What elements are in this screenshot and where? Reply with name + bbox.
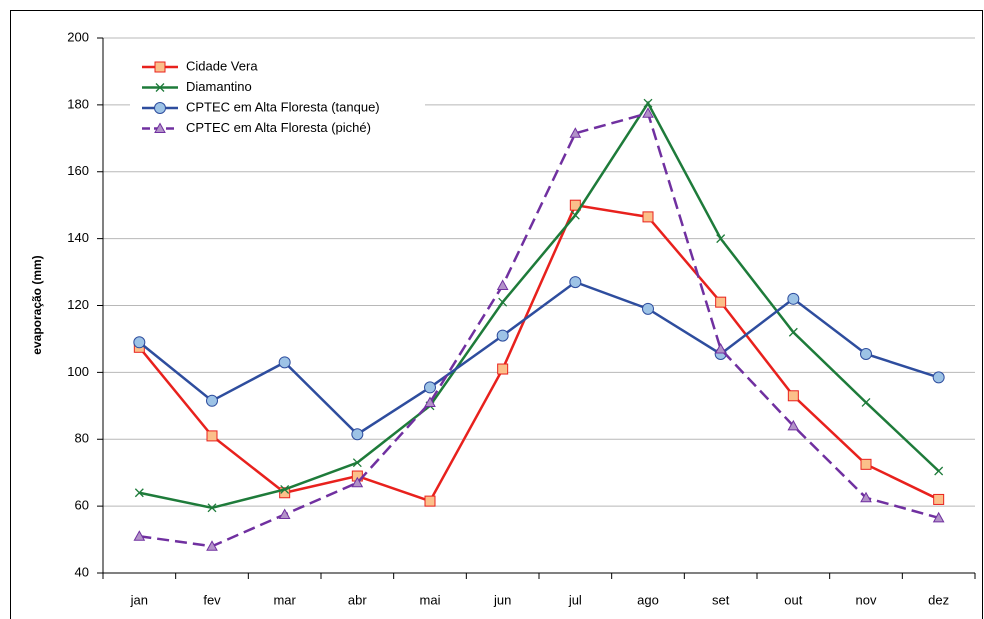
y-tick-label: 160 (67, 163, 89, 178)
marker (569, 127, 582, 138)
series-line (138, 203, 940, 503)
marker (788, 327, 798, 337)
y-tick-label: 100 (67, 364, 89, 379)
marker (352, 458, 362, 468)
marker (351, 476, 364, 488)
marker (932, 371, 945, 384)
x-tick-label: fev (203, 592, 221, 607)
marker (206, 430, 218, 442)
marker (154, 102, 166, 114)
marker (787, 292, 800, 305)
x-tick-label: nov (856, 592, 877, 607)
marker (278, 356, 291, 369)
marker (642, 211, 654, 223)
marker (278, 508, 291, 519)
marker (206, 540, 218, 551)
marker (206, 394, 218, 407)
marker (154, 122, 166, 133)
marker (716, 234, 726, 244)
marker (424, 495, 436, 507)
x-tick-label: jul (568, 592, 582, 607)
y-tick-label: 180 (67, 96, 89, 111)
y-axis-label: evaporação (mm) (30, 255, 44, 354)
y-tick-label: 40 (75, 564, 89, 579)
series-line (139, 111, 939, 548)
marker (279, 487, 291, 499)
marker (714, 342, 727, 354)
x-tick-label: mar (273, 592, 296, 607)
y-tick-label: 80 (75, 431, 89, 446)
legend-label: CPTEC em Alta Floresta (piché) (186, 120, 371, 135)
y-tick-label: 200 (67, 29, 89, 44)
x-tick-label: set (712, 592, 730, 607)
marker (496, 279, 509, 290)
marker (424, 396, 436, 407)
x-tick-label: abr (348, 592, 367, 607)
series-line (139, 100, 940, 510)
marker (569, 199, 581, 211)
marker (860, 458, 872, 470)
legend: Cidade Vera Diamantino CPTEC em Alta Flore… (130, 53, 425, 141)
marker (932, 511, 945, 523)
marker (570, 210, 580, 220)
x-tick-label: jun (493, 592, 511, 607)
marker (496, 329, 509, 342)
legend-label: Diamantino (186, 79, 252, 94)
marker (642, 302, 654, 315)
y-tick-label: 60 (75, 498, 89, 513)
x-tick-label: mai (420, 592, 441, 607)
y-tick-label: 120 (67, 297, 89, 312)
marker (861, 398, 871, 407)
marker (133, 530, 146, 541)
marker (154, 61, 166, 73)
x-tick-label: out (784, 592, 802, 607)
marker (280, 484, 290, 494)
marker (642, 107, 654, 118)
marker (207, 503, 217, 513)
marker (134, 488, 144, 498)
marker (424, 381, 436, 394)
marker (351, 428, 364, 441)
series-line (138, 280, 940, 436)
marker (133, 336, 146, 349)
marker (860, 491, 872, 503)
legend-label: Cidade Vera (186, 58, 258, 73)
x-tick-label: ago (637, 592, 659, 607)
marker (497, 363, 509, 375)
marker (715, 296, 727, 308)
marker (569, 276, 582, 289)
marker (933, 493, 945, 505)
legend-label: CPTEC em Alta Floresta (tanque) (186, 99, 380, 114)
legend-box (130, 53, 425, 141)
marker (934, 466, 944, 476)
marker (787, 419, 800, 431)
marker (498, 297, 508, 307)
marker (787, 390, 799, 402)
y-tick-label: 140 (67, 230, 89, 245)
marker (155, 83, 165, 92)
chart-frame (10, 10, 983, 619)
x-tick-label: jan (130, 592, 148, 607)
marker (643, 98, 653, 108)
marker (860, 347, 872, 360)
x-tick-label: dez (928, 592, 949, 607)
